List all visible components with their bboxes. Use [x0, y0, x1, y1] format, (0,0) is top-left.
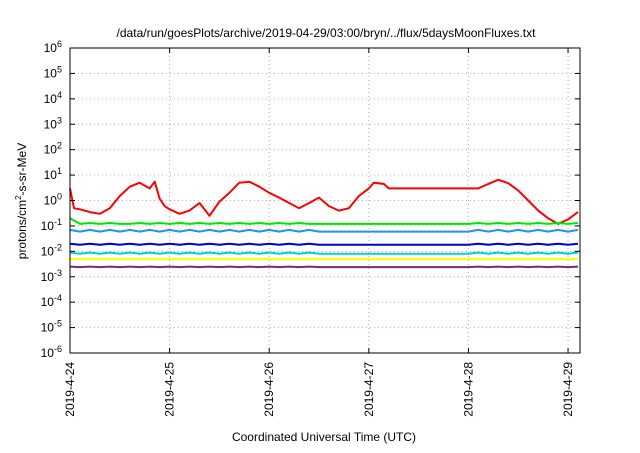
x-axis-label: Coordinated Universal Time (UTC): [232, 430, 416, 444]
y-tick-label: 104: [44, 90, 62, 106]
y-tick-label: 102: [44, 141, 62, 157]
x-tick-label: 2019-4-25: [163, 362, 177, 417]
y-tick-label: 10-4: [41, 293, 62, 309]
y-tick-label: 103: [44, 115, 62, 131]
y-tick-label: 106: [44, 39, 62, 55]
x-tick-label: 2019-4-24: [63, 362, 77, 417]
x-axis-ticks: 2019-4-24 2019-4-25 2019-4-26 2019-4-27 2019…: [63, 48, 575, 417]
series-line: [69, 178, 579, 225]
series-line: [69, 242, 579, 246]
series-line: [69, 265, 579, 269]
y-axis-label: protons/cm2-s-sr-MeV: [14, 143, 29, 259]
chart-title: /data/run/goesPlots/archive/2019-04-29/0…: [117, 26, 537, 40]
y-tick-label: 10-6: [41, 344, 62, 360]
y-tick-label: 10-3: [41, 268, 62, 284]
series-group: [69, 178, 579, 269]
x-tick-label: 2019-4-26: [262, 362, 276, 417]
grid: [70, 48, 580, 353]
series-line: [69, 251, 579, 255]
x-tick-label: 2019-4-28: [461, 362, 475, 417]
y-tick-label: 10-1: [41, 217, 62, 233]
x-tick-label: 2019-4-27: [362, 362, 376, 417]
y-tick-label: 105: [44, 64, 62, 80]
y-axis-ticks: 10-6 10-5 10-4 10-3 10-2 10-1 100 101 102 103 104 1…: [41, 39, 580, 360]
x-tick-label: 2019-4-29: [561, 362, 575, 417]
y-tick-label: 10-2: [41, 242, 62, 258]
y-tick-label: 10-5: [41, 319, 62, 335]
series-line: [69, 228, 579, 233]
series-line: [69, 217, 579, 225]
y-tick-label: 100: [44, 192, 62, 208]
y-tick-label: 101: [44, 166, 62, 182]
